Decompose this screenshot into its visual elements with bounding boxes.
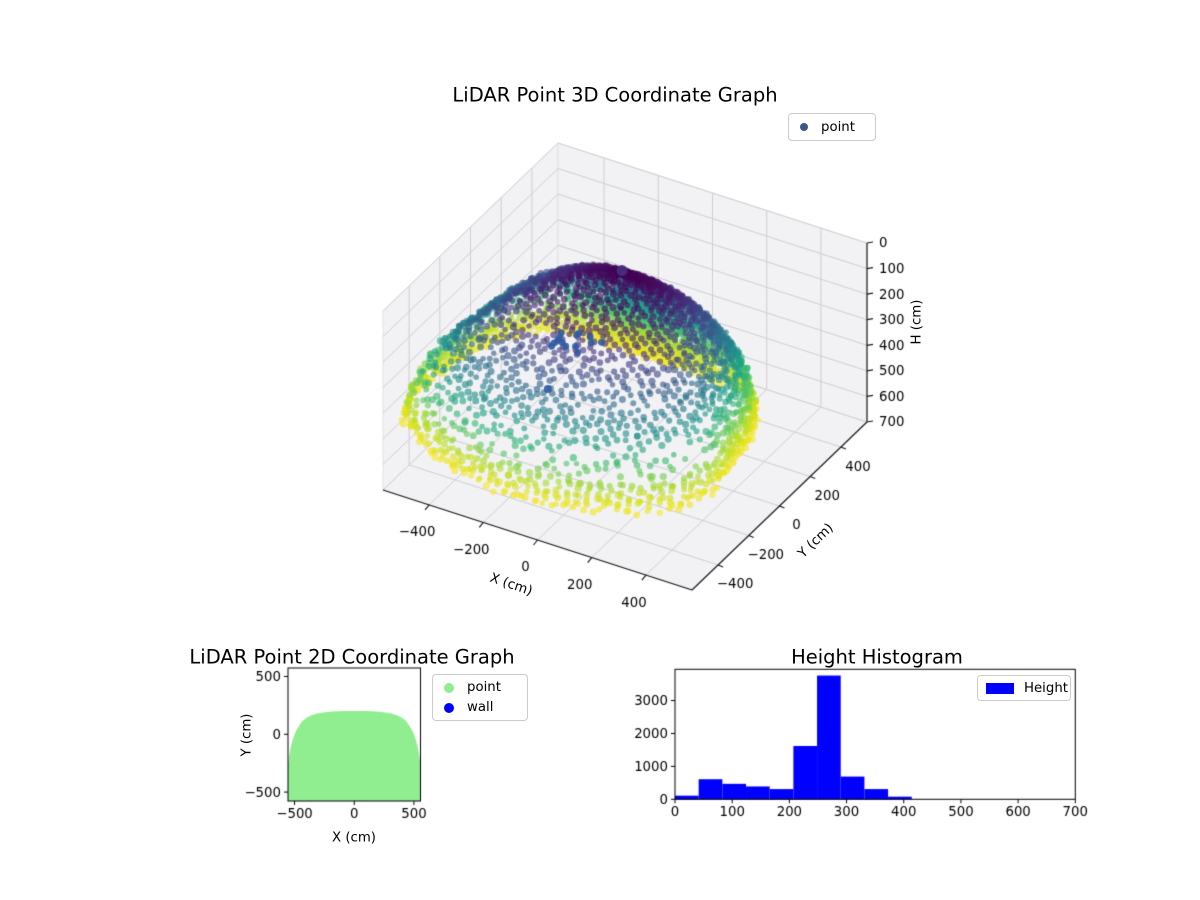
point-marker-icon	[444, 682, 454, 693]
legend-label-point: point	[821, 119, 855, 135]
plot2d-xlabel: X (cm)	[332, 830, 376, 846]
plot3d-legend: point	[788, 113, 876, 141]
wall-marker-icon	[444, 702, 454, 713]
plot3d-zlabel: H (cm)	[909, 299, 925, 345]
legend-item-point: point	[789, 120, 875, 135]
point-marker-icon	[800, 123, 808, 131]
plot3d-title: LiDAR Point 3D Coordinate Graph	[452, 83, 778, 107]
histogram-title: Height Histogram	[791, 645, 963, 669]
plot2d-legend: point wall	[432, 674, 528, 721]
legend-item-height: Height	[978, 681, 1070, 696]
legend-label-point: point	[467, 680, 501, 695]
legend-label-wall: wall	[467, 700, 494, 715]
height-patch-icon	[986, 682, 1014, 694]
plot2d-title: LiDAR Point 2D Coordinate Graph	[189, 645, 515, 669]
legend-item-point: point	[433, 680, 527, 695]
legend-label-height: Height	[1024, 680, 1068, 696]
histogram-legend: Height	[977, 675, 1071, 701]
legend-item-wall: wall	[433, 700, 527, 715]
plot2d-ylabel: Y (cm)	[239, 713, 255, 757]
